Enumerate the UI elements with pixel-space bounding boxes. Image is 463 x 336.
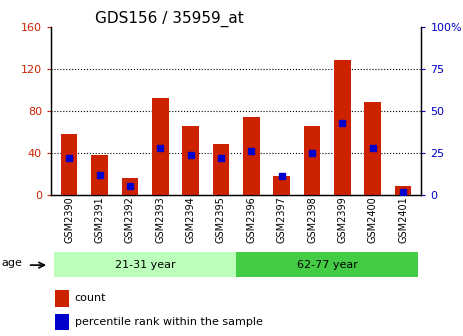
Text: GSM2399: GSM2399 <box>338 196 347 243</box>
Bar <box>364 102 381 195</box>
Bar <box>54 252 236 277</box>
Text: GSM2391: GSM2391 <box>94 196 105 243</box>
Bar <box>243 117 260 195</box>
Bar <box>334 60 351 195</box>
Bar <box>273 176 290 195</box>
Bar <box>236 252 418 277</box>
Bar <box>213 144 229 195</box>
Text: GSM2395: GSM2395 <box>216 196 226 243</box>
Text: 21-31 year: 21-31 year <box>115 260 175 269</box>
Text: count: count <box>75 293 106 303</box>
Text: GSM2400: GSM2400 <box>368 196 378 243</box>
Bar <box>91 155 108 195</box>
Bar <box>182 126 199 195</box>
Bar <box>61 134 77 195</box>
Text: GSM2396: GSM2396 <box>246 196 257 243</box>
Text: GSM2397: GSM2397 <box>277 196 287 243</box>
Bar <box>395 186 412 195</box>
Text: GSM2390: GSM2390 <box>64 196 74 243</box>
Bar <box>55 290 69 307</box>
Bar <box>152 98 169 195</box>
Text: GSM2392: GSM2392 <box>125 196 135 243</box>
Bar <box>121 178 138 195</box>
Text: GSM2398: GSM2398 <box>307 196 317 243</box>
Text: age: age <box>1 258 22 268</box>
Text: 62-77 year: 62-77 year <box>297 260 357 269</box>
Text: GSM2393: GSM2393 <box>155 196 165 243</box>
Text: GDS156 / 35959_at: GDS156 / 35959_at <box>95 11 244 27</box>
Text: GSM2394: GSM2394 <box>186 196 195 243</box>
Text: percentile rank within the sample: percentile rank within the sample <box>75 317 263 327</box>
Bar <box>55 314 69 330</box>
Text: GSM2401: GSM2401 <box>398 196 408 243</box>
Bar <box>304 126 320 195</box>
